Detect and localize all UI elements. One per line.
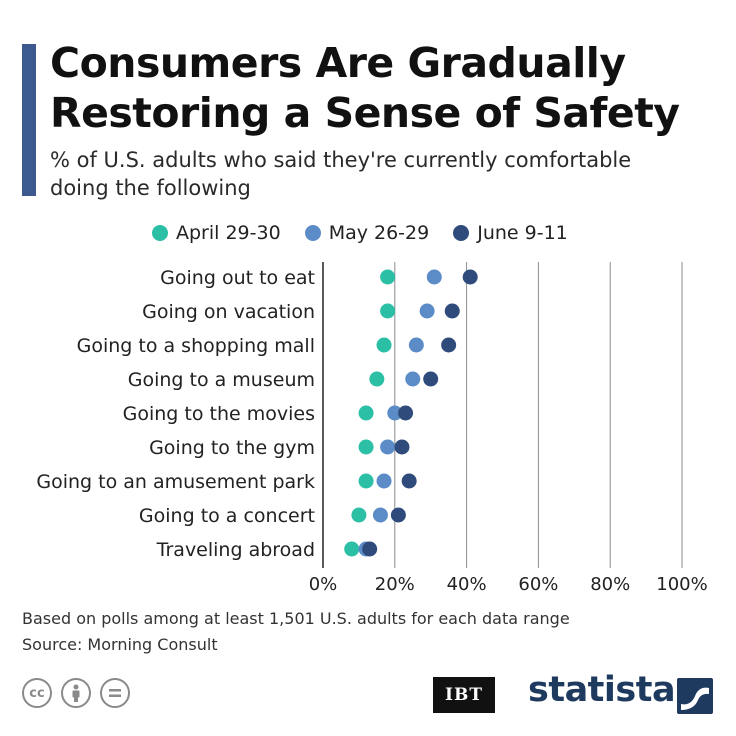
legend-dot-june (453, 225, 470, 241)
legend-label-may: May 26-29 (328, 222, 430, 244)
ibt-logo[interactable]: IBT (433, 677, 495, 713)
data-point-june (462, 269, 478, 285)
legend-item-june: June 9-11 (453, 222, 568, 244)
data-point-april (369, 371, 385, 387)
legend-item-may: May 26-29 (304, 222, 430, 244)
legend-dot-april (152, 225, 168, 241)
no-derivatives-icon[interactable] (100, 678, 130, 708)
category-label: Going to a concert (139, 505, 315, 527)
data-point-may (376, 473, 392, 489)
category-label: Going to the movies (123, 403, 315, 425)
data-point-june (441, 337, 457, 353)
category-label: Going on vacation (142, 301, 315, 323)
title-accent-bar (22, 44, 36, 196)
legend-item-april: April 29-30 (152, 222, 281, 244)
data-point-april (358, 439, 374, 455)
data-point-may (408, 337, 424, 353)
legend-label-june: June 9-11 (477, 222, 568, 244)
category-label: Going to the gym (149, 437, 315, 459)
footnote: Based on polls among at least 1,501 U.S.… (22, 609, 570, 628)
data-point-june (398, 405, 414, 421)
data-point-may (419, 303, 435, 319)
legend: April 29-30 May 26-29 June 9-11 (152, 220, 592, 246)
legend-dot-may (304, 225, 321, 241)
data-point-june (401, 473, 417, 489)
data-point-april (380, 269, 396, 285)
statista-mark-icon[interactable] (677, 678, 713, 714)
dot-plot: 0% 20% 40% 60% 80% 100% Going out to eat Going … (36, 262, 708, 595)
category-label: Going to an amusement park (36, 471, 315, 493)
data-point-april (380, 303, 396, 319)
data-point-april (358, 405, 374, 421)
data-point-may (380, 439, 396, 455)
category-label: Going to a museum (128, 369, 315, 391)
x-tick-label: 20% (375, 574, 415, 595)
data-point-may (405, 371, 421, 387)
data-point-june (362, 541, 378, 557)
data-point-june (444, 303, 460, 319)
category-label: Traveling abroad (156, 539, 315, 561)
data-point-april (376, 337, 392, 353)
data-point-june (394, 439, 410, 455)
data-point-may (426, 269, 442, 285)
x-tick-label: 40% (447, 574, 487, 595)
data-point-june (390, 507, 406, 523)
data-point-april (351, 507, 367, 523)
x-tick-label: 80% (590, 574, 630, 595)
data-point-april (358, 473, 374, 489)
data-point-may (387, 405, 403, 421)
chart-title: Consumers Are Gradually Restoring a Sens… (50, 39, 680, 137)
creative-commons-icon[interactable]: cc (22, 678, 52, 708)
x-tick-label: 60% (518, 574, 558, 595)
legend-label-april: April 29-30 (176, 222, 281, 244)
data-point-june (423, 371, 439, 387)
attribution-person-icon[interactable] (61, 678, 91, 708)
source-note: Source: Morning Consult (22, 635, 218, 654)
data-point-april (344, 541, 360, 557)
category-label: Going to a shopping mall (77, 335, 315, 357)
data-point-may (372, 507, 388, 523)
chart-subtitle: % of U.S. adults who said they're curren… (50, 148, 632, 200)
x-tick-label: 100% (656, 574, 707, 595)
license-icons: cc (22, 678, 139, 708)
category-label: Going out to eat (160, 267, 315, 289)
x-tick-label: 0% (309, 574, 338, 595)
statista-logo[interactable]: statista (528, 670, 676, 710)
